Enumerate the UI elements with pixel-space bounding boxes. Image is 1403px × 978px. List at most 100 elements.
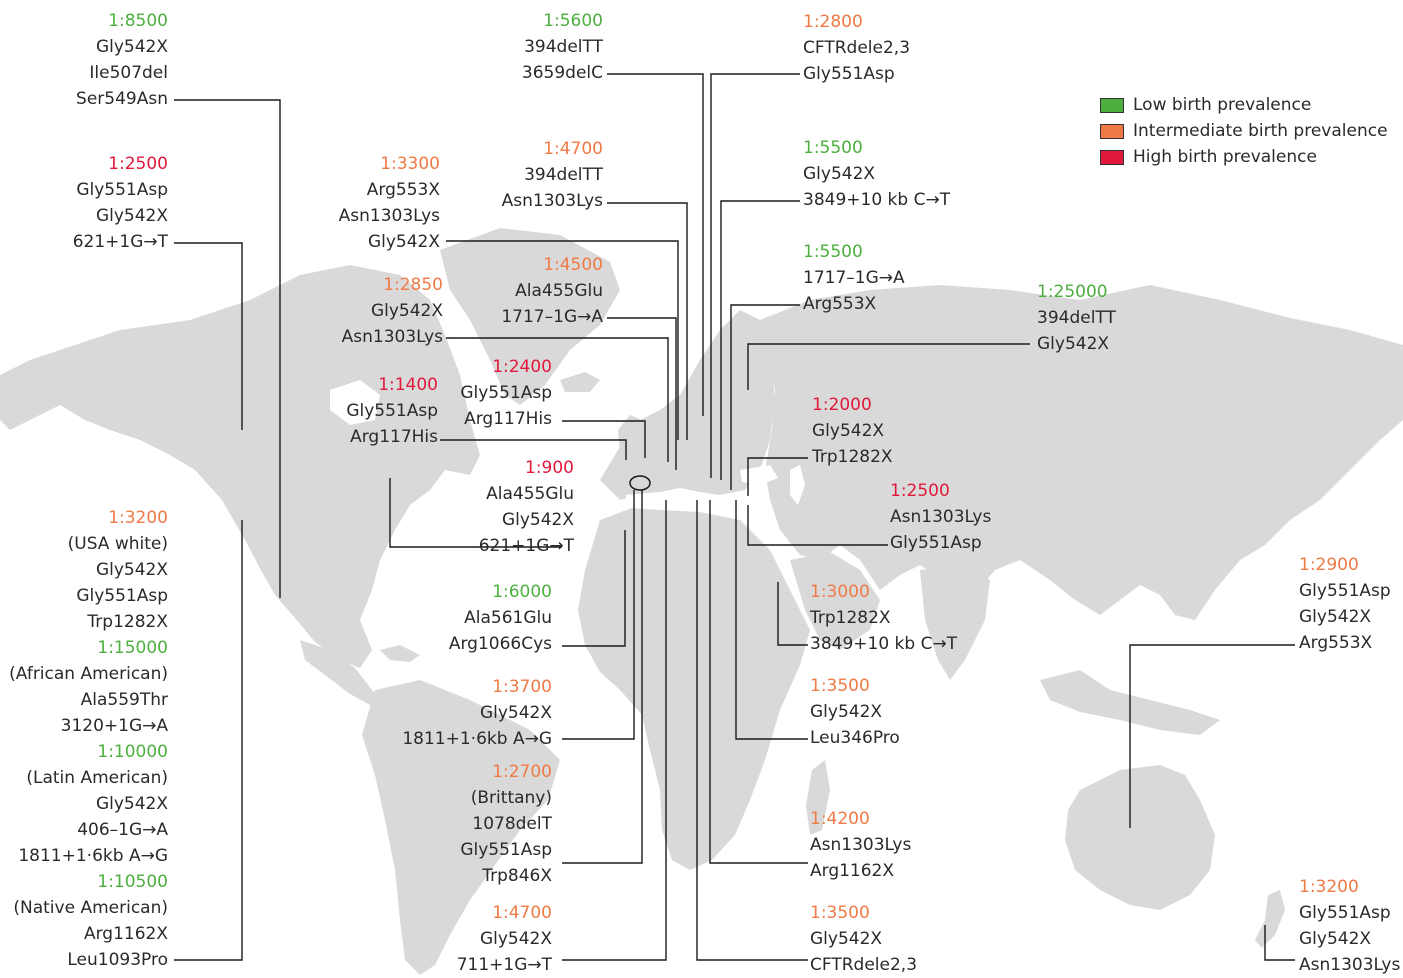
label-bulgaria: 1:3500 Gly542X Leu346Pro [810,673,900,751]
mutation-label: Asn1303Lys [810,835,912,855]
leader-line-germany [607,317,677,470]
mutation-label: Ser549Asn [76,89,168,109]
legend-label-intermediate: Intermediate birth prevalence [1133,121,1388,141]
mutation-label: Arg1066Cys [448,634,552,654]
birth-prevalence-ratio: 1:2850 [383,275,443,295]
leader-lines [174,73,1295,961]
mutation-label: 1717–1G→A [501,307,603,327]
label-uk: 1:2850 Gly542X Asn1303Lys [342,272,443,350]
label-greece: 1:2000 Gly542X Trp1282X [812,392,893,470]
mutation-label: Arg1162X [83,924,168,944]
india-landmass [920,565,990,680]
leader-line-czech [710,73,800,478]
birth-prevalence-ratio: 1:2500 [890,481,950,501]
caribbean-islands-landmass [380,645,420,662]
leader-line-uk [446,337,669,462]
leader-line-bulgaria [735,500,808,740]
leader-line-norway [446,240,679,440]
mutation-label: Gly542X [501,510,574,530]
birth-prevalence-ratio: 1:2000 [812,395,872,415]
leader-line-finland [730,304,800,490]
label-australia: 1:2900 Gly551Asp Gly542X Arg553X [1299,552,1391,656]
mutation-label: Gly551Asp [1299,581,1391,601]
hudson-bay [330,380,380,425]
birth-prevalence-ratio: 1:25000 [1037,282,1108,302]
label-turkey: 1:2500 Asn1303Lys Gly551Asp [890,478,991,556]
leader-line-greece [747,457,808,496]
mutation-label: Gly551Asp [890,533,982,553]
leader-line-ireland [440,439,627,460]
legend-swatch-low [1100,97,1124,113]
mutation-label: Gly542X [1037,334,1110,354]
leader-line-australia [1129,644,1295,828]
mutation-label: Trp1282X [812,447,893,467]
mutation-label: Gly551Asp [76,586,168,606]
brittany-marker [629,475,651,491]
birth-prevalence-ratio: 1:5600 [543,11,603,31]
mutation-label: 3849+10 kb C→T [810,634,958,654]
leader-line-canada-north [174,99,281,598]
legend: Low birth prevalence Intermediate birth … [1100,92,1388,170]
australia-landmass [1065,765,1215,910]
greenland-landmass [440,228,620,405]
caspian-sea [790,465,805,505]
label-usa: 1:3200 (USA white) Gly542X Gly551Asp Trp1282… [9,505,168,973]
mutation-label: Gly542X [479,703,552,723]
mutation-label: 394delTT [524,165,603,185]
mutation-label: Gly542X [95,794,168,814]
leader-line-spain [562,490,635,740]
label-norway: 1:3300 Arg553X Asn1303Lys Gly542X [339,151,440,255]
mutation-label: Ala455Glu [515,281,603,301]
mutation-label: 1811+1·6kb A→G [18,846,168,866]
mutation-label: Gly542X [95,37,168,57]
mutation-label: (African American) [9,664,168,684]
mutation-label: 3849+10 kb C→T [803,190,951,210]
mutation-label: Arg117His [464,409,552,429]
label-canada-west: 1:2500 Gly551Asp Gly542X 621+1G→T [73,151,168,255]
british-isles-landmass [618,415,645,468]
birth-prevalence-ratio: 1:8500 [108,11,168,31]
mutation-label: 394delTT [1037,308,1116,328]
label-portugal: 1:6000 Ala561Glu Arg1066Cys [449,579,552,657]
mutation-label: Gly542X [810,702,883,722]
mutation-label: CFTRdele2,3 [810,955,918,975]
leader-line-austria [696,500,808,961]
label-czech: 1:2800 CFTRdele2,3 Gly551Asp [803,9,910,87]
mutation-label: Gly542X [479,929,552,949]
mutation-label: Gly542X [95,560,168,580]
label-germany: 1:4500 Ala455Glu 1717–1G→A [501,252,603,330]
mutation-label: 1811+1·6kb A→G [402,729,552,749]
mutation-label: 1078delT [472,814,552,834]
new-zealand-landmass [1255,890,1285,948]
label-ireland: 1:1400 Gly551Asp Arg117His [346,372,438,450]
mutation-label: Trp846X [482,866,552,886]
birth-prevalence-ratio: 1:3200 [1299,877,1359,897]
birth-prevalence-ratio: 1:2700 [492,762,552,782]
label-belgium: 1:2400 Gly551Asp Arg117His [460,354,552,432]
legend-item-low: Low birth prevalence [1100,92,1388,118]
madagascar-landmass [806,760,830,835]
mutation-label: 621+1G→T [478,536,574,556]
south-america-landmass [362,680,560,975]
label-slovenia: 1:4200 Asn1303Lys Arg1162X [810,806,911,884]
mutation-label: 1717–1G→A [803,268,905,288]
label-denmark: 1:4700 394delTT Asn1303Lys [502,136,603,214]
birth-prevalence-ratio: 1:2800 [803,12,863,32]
mutation-label: Ala559Thr [80,690,168,710]
mutation-label: Leu1093Pro [67,950,168,970]
birth-prevalence-ratio: 1:2400 [492,357,552,377]
leader-line-new-zealand [1264,925,1295,961]
mutation-label: 406–1G→A [77,820,168,840]
label-russia: 1:25000 394delTT Gly542X [1037,279,1116,357]
japan-landmass [1232,480,1262,560]
leader-line-poland [720,200,800,480]
mutation-label: Trp1282X [87,612,168,632]
mutation-label: Arg553X [366,180,440,200]
north-america-landmass [0,265,480,668]
mutation-label: Gly542X [1299,607,1372,627]
label-canada-north: 1:8500 Gly542X Ile507del Ser549Asn [76,8,168,112]
mutation-label: Gly551Asp [346,401,438,421]
leader-line-denmark [607,202,688,440]
birth-prevalence-ratio: 1:2900 [1299,555,1359,575]
